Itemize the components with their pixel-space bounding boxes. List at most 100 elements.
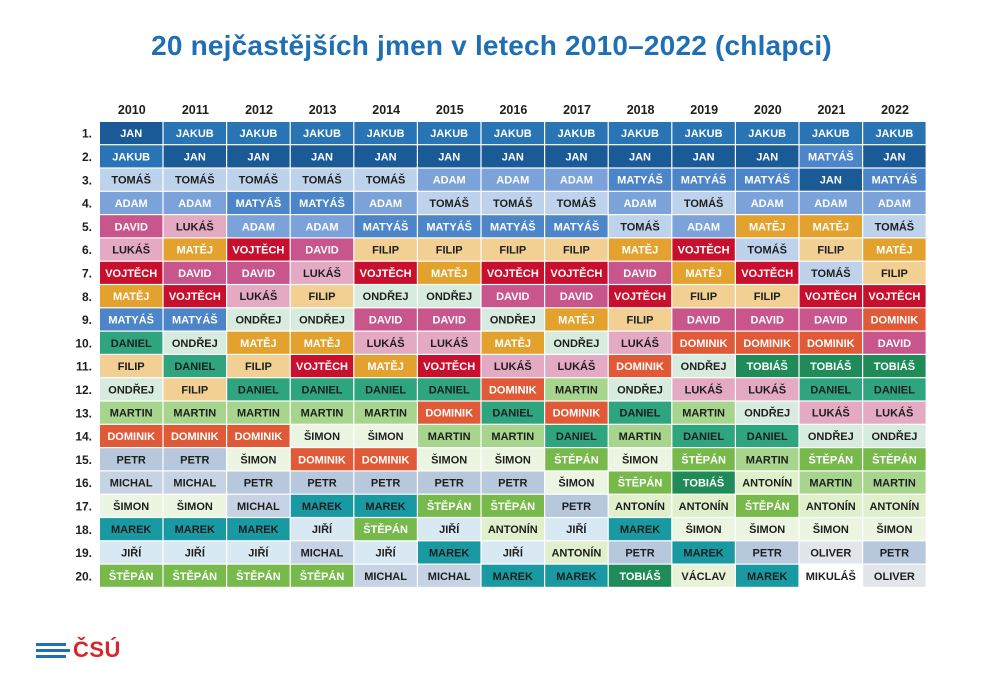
name-label: ŠIMON: [686, 523, 722, 536]
name-label: MATĚJ: [304, 337, 340, 350]
name-cell: [163, 261, 226, 284]
name-label: ŠTĚPÁN: [808, 453, 853, 466]
name-cell: [736, 471, 799, 494]
name-label: DOMINIK: [489, 384, 537, 396]
name-label: DANIEL: [302, 384, 343, 396]
name-label: DANIEL: [810, 384, 851, 396]
name-label: ADAM: [496, 175, 529, 187]
rank-label: 12.: [75, 383, 92, 397]
name-label: JAKUB: [112, 151, 150, 163]
name-label: MATYÁŠ: [617, 174, 663, 187]
name-label: FILIP: [563, 245, 590, 257]
name-cell: [227, 494, 290, 517]
name-cell: [227, 215, 290, 238]
name-label: ŠIMON: [304, 430, 340, 443]
name-label: LUKÁŠ: [239, 290, 277, 303]
name-label: MATĚJ: [431, 267, 467, 280]
name-cell: [290, 285, 354, 308]
name-cell: [418, 401, 481, 424]
name-label: DANIEL: [556, 431, 597, 443]
name-label: DANIEL: [492, 408, 533, 420]
name-cell: [736, 261, 799, 284]
name-cell: [290, 471, 354, 494]
name-label: DOMINIK: [171, 431, 219, 443]
name-label: MATYÁŠ: [808, 150, 854, 163]
name-label: FILIP: [309, 291, 336, 303]
name-cell: [418, 378, 481, 401]
name-cell: [354, 285, 417, 308]
name-cell: [608, 401, 672, 424]
name-label: DOMINIK: [107, 431, 155, 443]
rank-label: 14.: [75, 430, 92, 444]
logo-text: ČSÚ: [73, 637, 121, 662]
name-cell: [672, 564, 735, 587]
name-cell: [100, 378, 163, 401]
name-label: JAN: [629, 151, 651, 163]
name-label: OLIVER: [810, 547, 851, 559]
name-cell: [354, 401, 417, 424]
name-cell: [481, 378, 544, 401]
name-label: LUKÁŠ: [176, 220, 214, 233]
name-label: MATĚJ: [113, 290, 149, 303]
name-label: TOMÁŠ: [747, 244, 787, 257]
name-cell: [163, 191, 226, 214]
name-cell: [799, 308, 862, 331]
name-label: PETR: [180, 454, 209, 466]
name-cell: [545, 215, 608, 238]
rank-label: 19.: [75, 546, 92, 560]
name-cell: [545, 541, 608, 564]
name-label: DOMINIK: [807, 338, 855, 350]
name-label: LUKÁŠ: [748, 383, 786, 396]
name-cell: [100, 331, 163, 354]
name-label: MICHAL: [428, 571, 471, 583]
name-label: VOJTĚCH: [296, 360, 348, 373]
name-label: TOMÁŠ: [620, 220, 660, 233]
name-cell: [608, 308, 672, 331]
name-cell: [290, 424, 354, 447]
year-header: 2017: [563, 103, 591, 117]
name-label: JIŘÍ: [248, 546, 269, 559]
name-cell: [672, 355, 735, 378]
name-label: ONDŘEJ: [808, 430, 854, 443]
year-header: 2022: [881, 103, 909, 117]
name-label: ŠTĚPÁN: [300, 570, 345, 583]
name-label: ADAM: [178, 198, 211, 210]
name-label: JAN: [820, 175, 842, 187]
name-label: LUKÁŠ: [112, 244, 150, 257]
name-label: JIŘÍ: [566, 523, 587, 536]
name-cell: [418, 494, 481, 517]
name-cell: [100, 564, 163, 587]
name-label: MARTIN: [809, 478, 852, 490]
name-label: LUKÁŠ: [367, 337, 405, 350]
name-cell: [481, 494, 544, 517]
name-cell: [354, 261, 417, 284]
name-cell: [672, 308, 735, 331]
name-cell: [163, 448, 226, 471]
name-label: MARTIN: [491, 431, 534, 443]
name-cell: [863, 168, 926, 191]
name-cell: [672, 122, 735, 145]
name-cell: [608, 518, 672, 541]
name-cell: [100, 448, 163, 471]
name-label: ADAM: [814, 198, 847, 210]
name-label: ŠIMON: [749, 523, 785, 536]
name-label: VOJTĚCH: [105, 267, 157, 280]
name-cell: [354, 564, 417, 587]
logo-bars-icon: [36, 642, 70, 658]
name-label: PETR: [435, 478, 464, 490]
name-label: ŠTĚPÁN: [236, 570, 281, 583]
name-cell: [863, 308, 926, 331]
rank-label: 16.: [75, 476, 92, 490]
name-cell: [736, 424, 799, 447]
name-label: ŠTĚPÁN: [618, 477, 663, 490]
name-cell: [418, 145, 481, 168]
name-label: ONDŘEJ: [235, 313, 281, 326]
name-label: ADAM: [560, 175, 593, 187]
name-label: MATĚJ: [876, 244, 912, 257]
name-cell: [545, 238, 608, 261]
name-label: PETR: [498, 478, 527, 490]
name-cell: [227, 518, 290, 541]
name-cell: [863, 215, 926, 238]
year-header: 2015: [436, 103, 464, 117]
